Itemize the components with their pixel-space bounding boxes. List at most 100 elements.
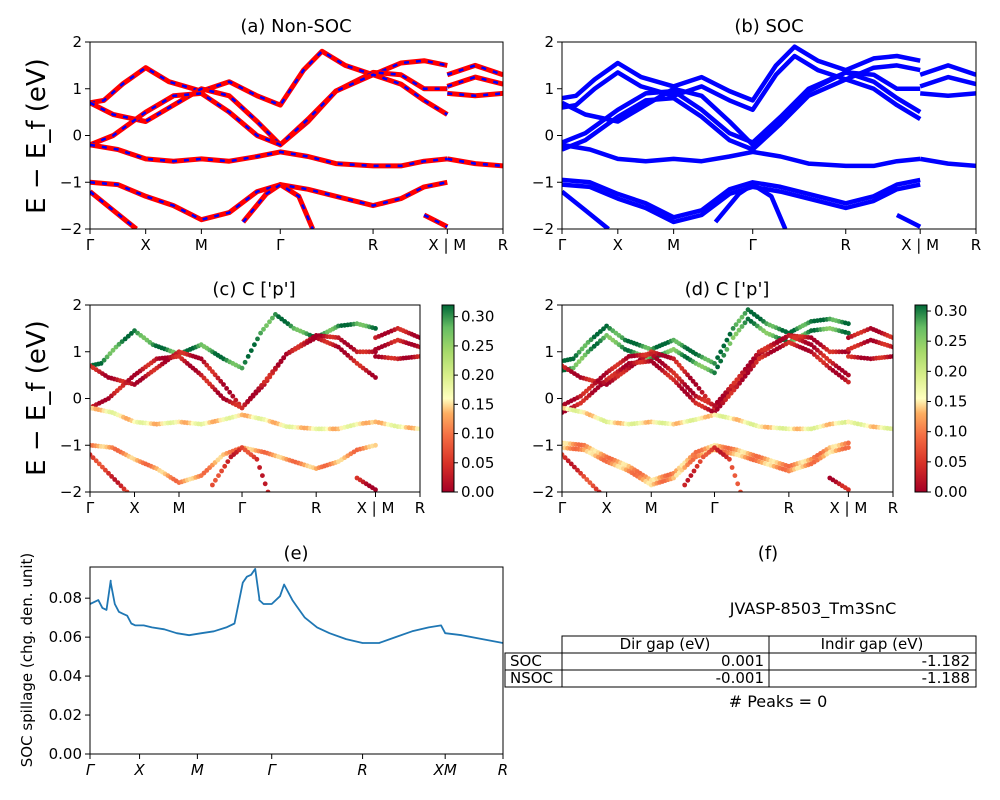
projected-point — [729, 465, 735, 470]
panel-e-xticks: Γ X M Γ R XM R — [86, 754, 508, 779]
projected-point — [717, 396, 723, 402]
projected-point — [751, 356, 756, 362]
xtick-label: Γ — [558, 499, 567, 517]
projected-point — [129, 331, 134, 336]
projected-point — [267, 319, 272, 325]
projected-point — [254, 456, 260, 462]
colorbar-tick-label: 0.25 — [934, 332, 967, 350]
ytick-label: 2 — [72, 296, 82, 314]
projected-point — [745, 370, 751, 376]
projected-point — [890, 335, 893, 341]
projected-point — [598, 338, 603, 344]
projected-point — [573, 353, 579, 358]
xtick-label: R — [971, 236, 981, 254]
projected-point — [815, 347, 820, 353]
projected-point — [690, 390, 696, 396]
panel-c: (c) C ['p'] 2 1 0 −1 −2 Γ X M Γ R X | M R 0.30 0.25… — [60, 279, 495, 517]
projected-point — [737, 373, 742, 379]
projected-point — [258, 330, 263, 336]
projected-point — [119, 339, 125, 344]
projected-point — [103, 467, 108, 473]
projected-point — [712, 361, 717, 366]
projected-point — [219, 468, 225, 474]
projected-point — [732, 473, 738, 478]
panel-b-xticks: Γ X M Γ R X | M R — [558, 229, 981, 254]
ytick-label: −2 — [532, 483, 554, 501]
projected-point — [748, 366, 754, 372]
colorbar-tick-label: 0.00 — [461, 483, 494, 501]
projected-point — [890, 426, 893, 432]
projected-point — [212, 372, 218, 378]
panel-c-scatter — [90, 312, 420, 492]
projected-point — [225, 459, 231, 464]
projected-point — [100, 464, 105, 470]
projected-point — [731, 380, 737, 386]
panel-e-frame — [89, 566, 504, 755]
soc-dir-gap: 0.001 — [721, 652, 764, 670]
xtick-label: Γ — [86, 236, 95, 254]
projected-point — [811, 352, 817, 357]
projected-point — [582, 343, 588, 349]
xtick-label: X | M — [901, 236, 939, 254]
header-indir-gap: Indir gap (eV) — [821, 635, 924, 653]
projected-point — [584, 477, 590, 482]
band-soc-3 — [562, 70, 922, 145]
xtick-label: Γ — [86, 761, 96, 779]
gap-table-row-nsoc — [504, 669, 977, 688]
projected-point — [726, 387, 731, 392]
xtick-label: X — [613, 236, 623, 254]
projected-point — [218, 378, 224, 384]
projected-point — [714, 406, 720, 412]
projected-point — [259, 383, 264, 388]
projected-point — [121, 486, 127, 492]
projected-point — [753, 352, 759, 358]
band-nonsoc-9 — [446, 62, 503, 78]
projected-point — [348, 355, 354, 361]
xtick-label: M — [667, 236, 680, 254]
projected-point — [267, 372, 273, 378]
panel-d-yticks: 2 1 0 −1 −2 — [532, 296, 562, 501]
ytick-label: −1 — [532, 436, 554, 454]
projected-point — [808, 349, 814, 355]
projected-point — [818, 357, 823, 363]
projected-point — [724, 337, 730, 343]
band-soc-6 — [919, 156, 976, 169]
panel-d-title: (d) C ['p'] — [685, 279, 770, 300]
panel-c-colorbar: 0.30 0.25 0.20 0.15 0.10 0.05 0.00 — [441, 304, 494, 501]
projected-point — [740, 370, 745, 376]
projected-point — [688, 473, 694, 478]
projected-point — [715, 364, 720, 370]
projected-point — [718, 349, 724, 355]
projected-point — [723, 390, 728, 396]
nsoc-indir-gap: -1.188 — [922, 669, 970, 687]
band-soc-13 — [919, 74, 976, 89]
projected-point — [730, 335, 736, 341]
panel-a-yticks: 2 1 0 −1 −2 — [60, 33, 90, 238]
xtick-label: Γ — [268, 761, 278, 779]
projected-point — [417, 426, 420, 432]
projected-point — [104, 354, 110, 360]
panel-c-title: (c) C ['p'] — [212, 279, 295, 300]
projected-point — [213, 477, 218, 483]
projected-point — [124, 489, 130, 492]
projected-point — [598, 329, 603, 334]
xtick-label: X | M — [428, 236, 466, 254]
projected-point — [573, 362, 579, 368]
projected-point — [107, 351, 113, 356]
projected-point — [373, 326, 378, 331]
xtick-label: XM — [433, 761, 457, 779]
panel-c-yticks: 2 1 0 −1 −2 — [60, 296, 90, 501]
xtick-label: R — [415, 499, 425, 517]
projected-point — [591, 343, 597, 349]
projected-point — [728, 383, 734, 389]
projected-point — [811, 345, 817, 350]
projected-point — [570, 365, 576, 371]
projected-point — [275, 362, 281, 367]
panel-a-bands — [90, 48, 503, 229]
projected-point — [262, 481, 268, 487]
projected-point — [679, 366, 685, 371]
ytick-label: −2 — [60, 220, 82, 238]
panel-f-title: (f) — [758, 543, 778, 564]
band-soc-overlay-4 — [447, 157, 503, 168]
xtick-label: R — [357, 761, 367, 779]
